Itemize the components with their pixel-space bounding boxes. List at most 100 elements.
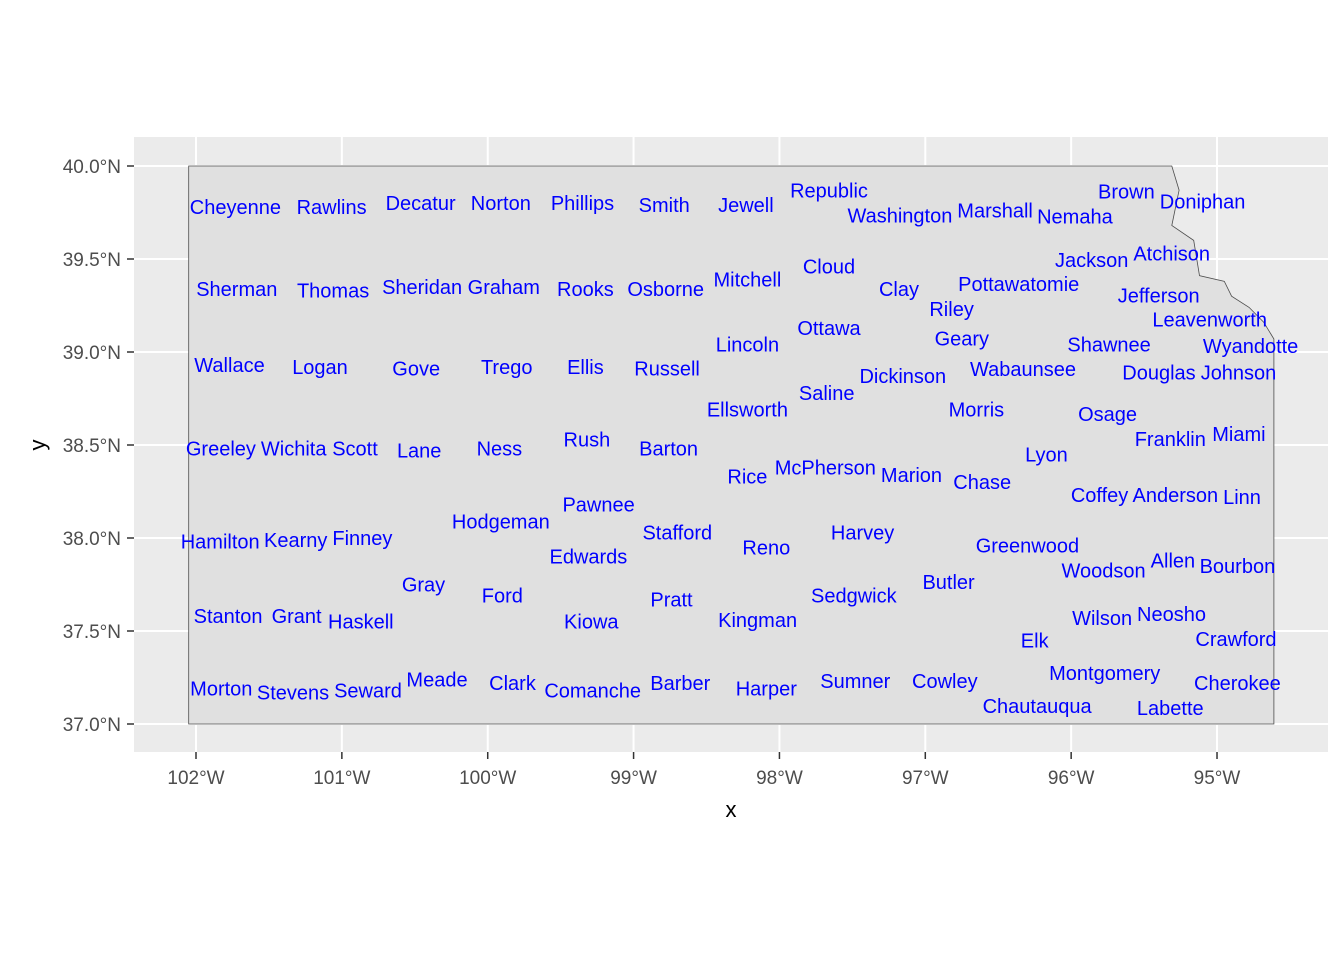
county-label-thomas: Thomas: [297, 281, 369, 303]
county-label-comanche: Comanche: [544, 681, 641, 703]
county-label-morton: Morton: [190, 679, 252, 701]
county-label-rooks: Rooks: [557, 279, 614, 301]
y-tick-label: 40.0°N: [63, 157, 121, 178]
county-label-ellsworth: Ellsworth: [707, 400, 788, 422]
county-label-gove: Gove: [392, 359, 440, 381]
y-axis-title: y: [25, 440, 50, 451]
county-label-stevens: Stevens: [257, 682, 329, 704]
y-axis: 40.0°N 39.5°N 39.0°N 38.5°N 38.0°N 37.5°N 37.0…: [63, 157, 134, 736]
county-label-scott: Scott: [332, 439, 378, 461]
county-label-wichita: Wichita: [261, 439, 327, 461]
county-label-geary: Geary: [935, 329, 989, 351]
county-label-russell: Russell: [634, 359, 700, 381]
county-label-neosho: Neosho: [1137, 604, 1206, 626]
state-layer: [188, 165, 1275, 725]
county-label-logan: Logan: [292, 357, 348, 379]
county-label-bourbon: Bourbon: [1200, 556, 1276, 578]
county-label-franklin: Franklin: [1135, 429, 1206, 451]
county-label-riley: Riley: [929, 299, 973, 321]
county-label-jewell: Jewell: [718, 195, 774, 217]
county-label-ness: Ness: [477, 439, 523, 461]
county-label-shawnee: Shawnee: [1067, 335, 1150, 357]
county-label-atchison: Atchison: [1133, 243, 1210, 265]
county-label-lane: Lane: [397, 441, 442, 463]
county-label-chautauqua: Chautauqua: [983, 696, 1093, 718]
county-label-ottawa: Ottawa: [797, 318, 861, 340]
x-tick-label: 96°W: [1048, 768, 1095, 789]
county-label-norton: Norton: [471, 193, 531, 215]
county-label-republic: Republic: [790, 181, 868, 203]
county-label-smith: Smith: [639, 195, 690, 217]
county-label-gray: Gray: [402, 575, 445, 597]
county-label-pratt: Pratt: [650, 589, 693, 611]
county-label-kingman: Kingman: [718, 610, 797, 632]
county-label-graham: Graham: [468, 277, 540, 299]
state-outline: [188, 165, 1275, 725]
county-label-greenwood: Greenwood: [976, 535, 1079, 557]
county-label-hodgeman: Hodgeman: [452, 511, 550, 533]
county-label-pottawatomie: Pottawatomie: [958, 274, 1079, 296]
county-label-wilson: Wilson: [1072, 608, 1132, 630]
x-tick-label: 101°W: [313, 768, 370, 789]
county-label-washington: Washington: [847, 206, 952, 228]
county-label-johnson: Johnson: [1201, 363, 1277, 385]
county-label-saline: Saline: [799, 383, 855, 405]
county-label-linn: Linn: [1223, 487, 1261, 509]
county-label-stafford: Stafford: [642, 522, 712, 544]
x-axis: 102°W 101°W 100°W 99°W 98°W 97°W 96°W 95°W: [167, 752, 1240, 789]
county-label-meade: Meade: [406, 669, 467, 691]
county-label-marion: Marion: [881, 465, 942, 487]
y-tick-label: 39.0°N: [63, 343, 121, 364]
x-tick-label: 95°W: [1194, 768, 1241, 789]
county-label-barton: Barton: [639, 439, 698, 461]
county-label-hamilton: Hamilton: [181, 532, 260, 554]
y-tick-label: 39.5°N: [63, 250, 121, 271]
county-label-rush: Rush: [564, 429, 611, 451]
county-label-phillips: Phillips: [551, 193, 614, 215]
x-tick-label: 99°W: [610, 768, 657, 789]
county-label-trego: Trego: [481, 357, 533, 379]
county-label-jackson: Jackson: [1055, 250, 1128, 272]
county-label-sumner: Sumner: [820, 671, 890, 693]
county-label-wabaunsee: Wabaunsee: [970, 359, 1076, 381]
county-label-chase: Chase: [953, 472, 1011, 494]
county-label-labette: Labette: [1137, 698, 1204, 720]
county-label-doniphan: Doniphan: [1160, 191, 1246, 213]
county-label-lyon: Lyon: [1025, 444, 1068, 466]
county-label-elk: Elk: [1021, 630, 1050, 652]
county-label-harper: Harper: [736, 679, 797, 701]
county-label-woodson: Woodson: [1062, 560, 1146, 582]
county-label-reno: Reno: [742, 537, 790, 559]
county-label-lincoln: Lincoln: [716, 335, 779, 357]
county-label-nemaha: Nemaha: [1037, 207, 1113, 229]
county-label-edwards: Edwards: [549, 547, 627, 569]
county-label-pawnee: Pawnee: [562, 495, 634, 517]
county-label-crawford: Crawford: [1195, 629, 1276, 651]
county-label-montgomery: Montgomery: [1049, 663, 1160, 685]
county-label-osage: Osage: [1078, 404, 1137, 426]
y-tick-label: 37.5°N: [63, 622, 121, 643]
county-label-stanton: Stanton: [194, 606, 263, 628]
county-label-wallace: Wallace: [194, 355, 264, 377]
county-label-jefferson: Jefferson: [1118, 285, 1200, 307]
county-label-morris: Morris: [949, 400, 1005, 422]
county-label-decatur: Decatur: [386, 193, 456, 215]
county-label-clark: Clark: [489, 673, 537, 695]
county-label-grant: Grant: [272, 606, 322, 628]
county-label-sherman: Sherman: [196, 279, 277, 301]
county-label-clay: Clay: [879, 279, 919, 301]
county-label-douglas: Douglas: [1122, 363, 1195, 385]
y-tick-label: 38.5°N: [63, 436, 121, 457]
county-label-finney: Finney: [332, 528, 392, 550]
county-label-ford: Ford: [482, 586, 523, 608]
county-label-butler: Butler: [922, 572, 975, 594]
county-label-sedgwick: Sedgwick: [811, 586, 898, 608]
county-label-cloud: Cloud: [803, 256, 855, 278]
county-label-wyandotte: Wyandotte: [1203, 336, 1298, 358]
x-tick-label: 97°W: [902, 768, 949, 789]
county-label-coffey: Coffey: [1071, 485, 1128, 507]
county-label-mitchell: Mitchell: [714, 270, 782, 292]
county-label-brown: Brown: [1098, 182, 1155, 204]
county-label-rice: Rice: [727, 467, 767, 489]
